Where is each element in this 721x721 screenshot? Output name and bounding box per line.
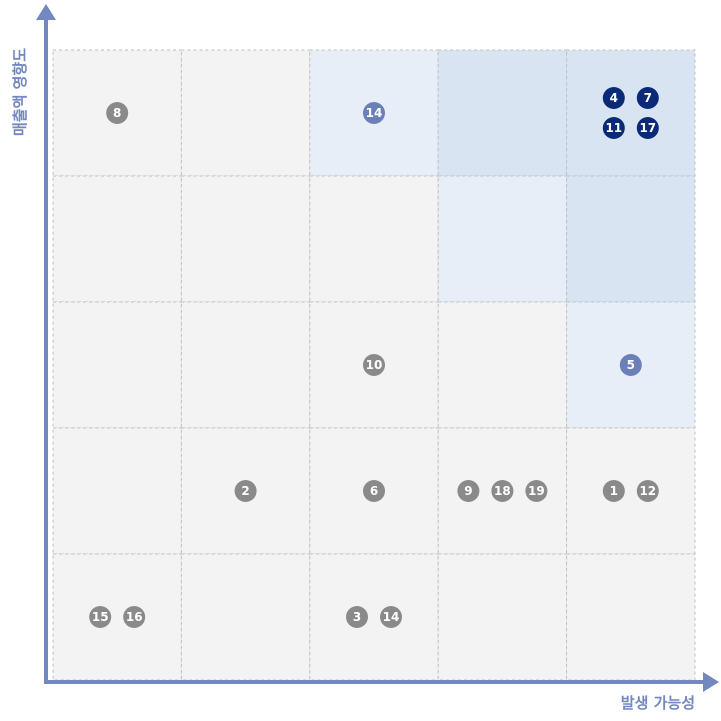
- risk-marker: [380, 606, 402, 628]
- risk-number: 4: [610, 91, 618, 105]
- y-axis-label: 매출액 영향도: [11, 48, 29, 136]
- cell: [180, 301, 311, 429]
- risk-marker: [363, 102, 385, 124]
- cell: [566, 49, 696, 177]
- cell: [437, 49, 568, 177]
- cell: [52, 427, 182, 555]
- cell: [180, 553, 311, 681]
- cell: [52, 301, 182, 429]
- risk-number: 7: [644, 91, 652, 105]
- cell: [52, 175, 182, 303]
- risk-number: 14: [366, 106, 383, 120]
- risk-marker: [636, 117, 659, 139]
- cell: [180, 49, 311, 177]
- risk-number: 10: [366, 358, 383, 372]
- risk-marker: [619, 354, 642, 376]
- risk-marker: [106, 102, 129, 124]
- cell: [566, 427, 696, 555]
- risk-marker: [234, 480, 257, 502]
- cell: [309, 553, 439, 681]
- cell: [437, 553, 568, 681]
- risk-marker: [346, 606, 368, 628]
- cell: [309, 175, 439, 303]
- cell: [566, 553, 696, 681]
- cell: [52, 553, 182, 681]
- risk-marker: [363, 480, 385, 502]
- risk-number: 3: [353, 610, 361, 624]
- risk-number: 12: [639, 484, 656, 498]
- risk-marker: [491, 480, 514, 502]
- markers: 8 14 4 7 11 17 10 5 2 6 9 18 19 1 12 15 16 3 14: [89, 87, 659, 628]
- risk-marker: [89, 606, 112, 628]
- y-axis-arrow: [36, 4, 56, 20]
- cell: [566, 175, 696, 303]
- risk-number: 14: [383, 610, 400, 624]
- risk-marker: [602, 480, 625, 502]
- risk-marker: [602, 87, 625, 109]
- x-axis-arrow: [703, 672, 719, 692]
- risk-number: 6: [370, 484, 378, 498]
- risk-number: 17: [639, 121, 656, 135]
- risk-marker: [636, 87, 659, 109]
- risk-number: 15: [92, 610, 109, 624]
- risk-number: 16: [126, 610, 143, 624]
- risk-marker: [636, 480, 659, 502]
- cell: [180, 175, 311, 303]
- risk-number: 18: [494, 484, 511, 498]
- risk-marker: [363, 354, 385, 376]
- risk-number: 9: [464, 484, 472, 498]
- risk-marker: [602, 117, 625, 139]
- risk-marker: [457, 480, 480, 502]
- risk-number: 1: [610, 484, 618, 498]
- risk-number: 11: [605, 121, 622, 135]
- risk-number: 19: [528, 484, 545, 498]
- risk-number: 5: [627, 358, 635, 372]
- x-axis-label: 발생 가능성: [621, 694, 695, 712]
- risk-marker: [123, 606, 146, 628]
- risk-marker: [525, 480, 548, 502]
- cell: [437, 301, 568, 429]
- cell: [437, 175, 568, 303]
- risk-number: 2: [241, 484, 249, 498]
- risk-number: 8: [113, 106, 121, 120]
